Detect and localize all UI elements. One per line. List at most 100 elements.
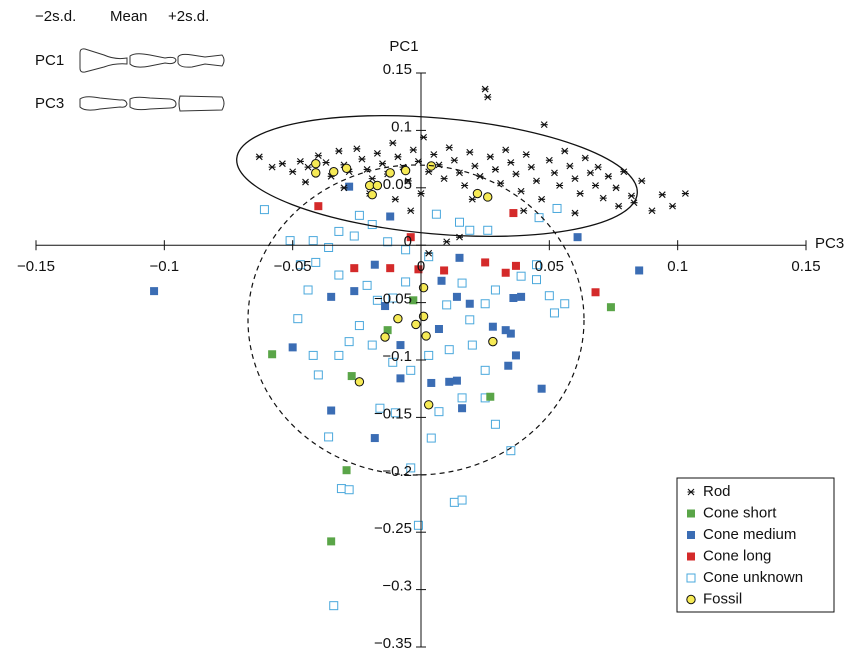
point [414, 265, 423, 274]
y-tick-label: 0.05 [383, 176, 412, 193]
point [375, 403, 385, 413]
point [341, 163, 352, 173]
plot [150, 85, 689, 611]
point [445, 144, 453, 152]
point [335, 147, 343, 155]
point [413, 520, 423, 530]
point [383, 237, 393, 247]
point [627, 192, 635, 200]
point [370, 434, 379, 443]
point [367, 220, 377, 230]
point [329, 601, 339, 611]
legend-label: Fossil [703, 590, 742, 607]
legend-marker [687, 509, 695, 518]
point [327, 406, 336, 415]
point [372, 180, 383, 191]
point [285, 236, 295, 246]
point [373, 149, 381, 157]
point [406, 233, 415, 242]
point [442, 300, 452, 310]
point [421, 331, 431, 341]
point [538, 195, 546, 203]
point [389, 139, 397, 147]
point [465, 315, 475, 325]
point [391, 195, 399, 203]
point [302, 178, 309, 186]
point [501, 326, 510, 335]
point [293, 314, 303, 324]
legend-label: Rod [703, 483, 731, 500]
point [304, 163, 312, 171]
point [327, 537, 336, 546]
point [591, 288, 600, 297]
point [388, 357, 398, 367]
point [364, 180, 375, 191]
point [604, 172, 612, 180]
x-tick-label: −0.15 [17, 258, 55, 275]
point [455, 217, 464, 227]
point [386, 212, 395, 221]
point [268, 350, 277, 359]
point [486, 392, 495, 401]
point [461, 182, 469, 189]
point [383, 326, 392, 335]
point [549, 308, 559, 318]
point [486, 153, 494, 161]
point [372, 295, 382, 305]
inset-header: Mean [110, 8, 148, 25]
point [561, 147, 569, 155]
y-tick-label: −0.2 [382, 463, 412, 480]
point [452, 376, 461, 385]
point [511, 261, 520, 270]
point [560, 299, 570, 309]
point [457, 495, 467, 505]
point [350, 264, 359, 273]
shape [79, 96, 128, 111]
point [425, 249, 433, 257]
point [440, 266, 449, 275]
point [517, 292, 526, 301]
legend-label: Cone short [703, 504, 777, 521]
point [540, 121, 548, 129]
legend-label: Cone medium [703, 526, 796, 543]
x-tick-label: 0.15 [791, 258, 820, 275]
point [506, 446, 516, 456]
point [537, 384, 546, 393]
y-tick-label: −0.3 [382, 578, 412, 595]
point [471, 162, 479, 170]
point [481, 258, 490, 267]
point [466, 148, 474, 156]
point [303, 285, 313, 295]
point [255, 153, 263, 161]
point [385, 168, 395, 178]
point [424, 350, 434, 360]
point [311, 158, 321, 169]
point [150, 287, 159, 296]
shape [79, 48, 128, 73]
point [440, 175, 448, 183]
point [544, 291, 554, 301]
point [457, 393, 467, 403]
shape [129, 96, 177, 111]
point [424, 400, 434, 410]
inset-header: +2s.d. [168, 8, 209, 25]
point [296, 158, 304, 165]
point [511, 351, 520, 360]
point [534, 213, 544, 223]
point [491, 166, 499, 173]
point [532, 260, 541, 270]
point [311, 168, 321, 178]
point [350, 287, 359, 296]
point [370, 260, 379, 269]
point [488, 322, 497, 331]
point [401, 245, 411, 255]
point [324, 432, 334, 442]
shape [129, 53, 177, 68]
point [452, 292, 461, 301]
point [615, 202, 623, 210]
point [308, 350, 318, 360]
point [480, 365, 490, 375]
point [334, 350, 344, 360]
